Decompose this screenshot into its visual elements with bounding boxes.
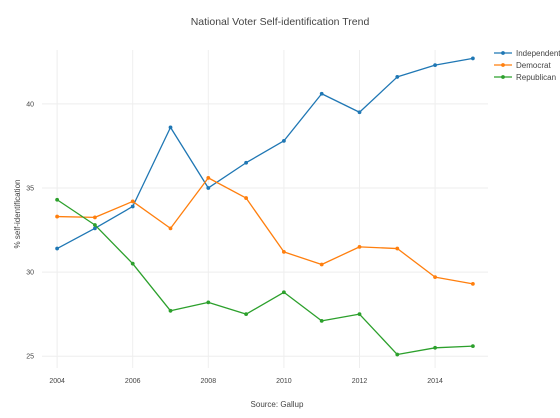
data-point-independent bbox=[55, 246, 60, 251]
data-point-democrat bbox=[395, 246, 400, 251]
data-point-independent bbox=[357, 110, 362, 115]
y-tick-label: 25 bbox=[26, 354, 34, 361]
y-tick-label: 30 bbox=[26, 270, 34, 277]
series-line-independent bbox=[56, 57, 473, 250]
data-point-republican bbox=[357, 312, 362, 317]
data-point-republican bbox=[395, 352, 400, 357]
data-point-democrat bbox=[168, 226, 173, 231]
data-point-democrat bbox=[433, 275, 437, 280]
legend-label-republican: Republican bbox=[516, 73, 556, 82]
data-point-independent bbox=[93, 226, 97, 231]
data-point-democrat bbox=[130, 199, 135, 204]
x-axis-ticks: 2004 2006 2008 2010 2012 2014 bbox=[49, 378, 443, 385]
data-point-independent bbox=[281, 138, 286, 143]
series-line-democrat bbox=[57, 177, 473, 285]
x-tick-label: 2006 bbox=[125, 378, 141, 385]
data-point-republican bbox=[55, 197, 60, 202]
data-point-republican bbox=[433, 345, 437, 350]
series-line-republican bbox=[56, 199, 473, 356]
series-layer bbox=[55, 56, 475, 357]
x-tick-label: 2004 bbox=[49, 378, 65, 385]
x-tick-label: 2008 bbox=[201, 378, 217, 385]
data-point-democrat bbox=[206, 175, 211, 180]
data-point-republican bbox=[206, 300, 211, 305]
legend-marker-republican bbox=[501, 75, 505, 79]
legend-marker-independent bbox=[501, 51, 505, 55]
data-point-republican bbox=[244, 312, 249, 317]
data-point-democrat bbox=[55, 214, 60, 219]
data-point-independent bbox=[206, 186, 211, 190]
data-point-republican bbox=[281, 290, 286, 295]
data-point-democrat bbox=[357, 244, 362, 249]
y-axis-ticks: 25 30 35 40 bbox=[26, 101, 34, 360]
y-tick-label: 40 bbox=[26, 101, 34, 108]
data-point-independent bbox=[130, 204, 135, 209]
data-point-democrat bbox=[319, 262, 324, 267]
data-point-republican bbox=[319, 318, 324, 323]
x-tick-label: 2010 bbox=[276, 378, 292, 385]
legend-label-democrat: Democrat bbox=[516, 61, 551, 70]
data-point-democrat bbox=[281, 250, 286, 254]
data-point-independent bbox=[395, 75, 400, 79]
data-point-democrat bbox=[93, 215, 97, 220]
chart-title: National Voter Self-identification Trend bbox=[191, 16, 370, 28]
data-point-republican bbox=[168, 308, 173, 313]
data-point-democrat bbox=[470, 281, 475, 286]
y-tick-label: 35 bbox=[26, 185, 34, 192]
y-axis-title: % self-identification bbox=[13, 180, 22, 249]
data-point-republican bbox=[130, 261, 135, 266]
x-tick-label: 2014 bbox=[427, 378, 443, 385]
data-point-republican bbox=[93, 223, 97, 227]
x-axis-title: Source: Gallup bbox=[251, 400, 304, 409]
legend-label-independent: Independent bbox=[516, 49, 560, 58]
data-point-democrat bbox=[244, 196, 249, 200]
data-point-independent bbox=[319, 91, 324, 96]
data-point-independent bbox=[244, 160, 249, 165]
data-point-independent bbox=[470, 56, 475, 61]
data-point-independent bbox=[168, 125, 173, 130]
data-point-republican bbox=[470, 344, 475, 349]
grid bbox=[42, 50, 488, 368]
legend: Independent Democrat Republican bbox=[494, 49, 560, 82]
x-tick-label: 2012 bbox=[352, 378, 368, 385]
legend-marker-democrat bbox=[501, 63, 505, 67]
data-point-independent bbox=[433, 63, 437, 68]
